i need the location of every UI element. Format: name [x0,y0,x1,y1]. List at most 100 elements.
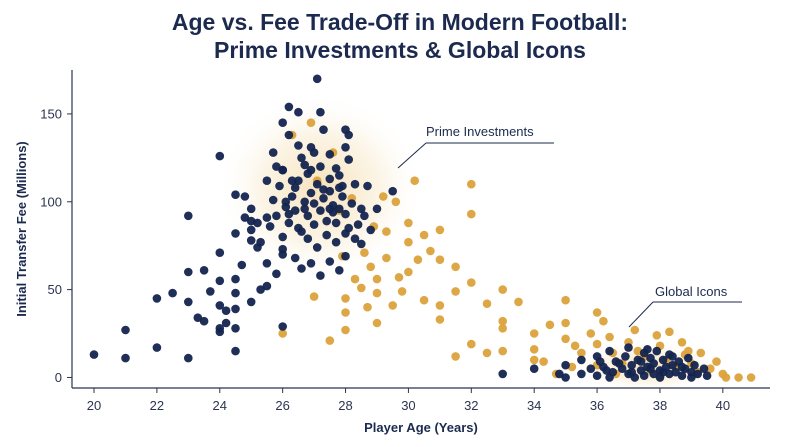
data-point [388,186,398,196]
data-point [721,373,731,382]
data-point [344,223,354,233]
data-point [706,364,715,374]
data-point [278,329,288,338]
data-point [570,341,580,351]
data-point [300,204,310,214]
data-point [614,359,624,368]
y-tick-label: 50 [48,282,62,297]
data-point [357,283,366,293]
data-point [231,288,240,298]
data-point [677,338,687,347]
data-point [231,304,240,314]
x-tick-label: 34 [527,398,541,413]
data-point [498,316,508,326]
data-point [246,236,256,245]
x-tick-label: 30 [401,398,415,413]
data-point [168,288,177,298]
data-point [278,165,288,175]
data-point [592,308,602,317]
data-point [316,271,325,280]
data-point [366,262,376,272]
data-point [561,318,570,328]
x-tick-label: 32 [464,398,478,413]
x-tick-label: 20 [87,398,101,413]
data-point [215,151,225,161]
data-point [278,232,288,242]
data-point [605,346,614,356]
data-point [246,204,256,214]
data-points [89,74,756,382]
data-point [184,211,193,221]
data-point [256,237,265,247]
data-point [435,315,445,324]
data-point [643,345,652,354]
data-point [404,218,413,228]
data-point [639,371,649,381]
annotation-leader-line [628,301,654,328]
data-point [221,306,231,316]
data-point [646,364,655,374]
data-point [231,324,240,333]
data-point [404,267,413,277]
y-tick-label: 100 [40,194,62,209]
data-point [382,227,391,236]
data-point [665,327,674,337]
data-point [360,248,369,257]
data-point [712,357,721,366]
data-point [668,352,677,361]
data-point [372,318,382,328]
axes: 20 22 24 26 28 30 32 34 36 38 40 0 50 100 150 [40,70,770,413]
data-point [529,329,539,338]
data-point [350,179,360,189]
data-point [331,164,341,173]
data-point [577,369,586,379]
data-point [278,244,288,254]
data-point [278,118,288,127]
data-point [184,297,193,307]
data-point [306,118,316,127]
data-point [272,269,281,279]
data-point [262,259,272,268]
data-point [498,285,508,294]
data-point [677,371,687,381]
data-point [482,348,492,358]
data-point [262,176,272,185]
data-point [328,201,338,210]
data-point [636,357,646,366]
data-point [677,362,687,372]
data-point [231,346,240,356]
chart-title-line-1: Age vs. Fee Trade-Off in Modern Football… [171,9,629,35]
data-point [529,355,539,365]
data-point [605,332,614,342]
data-point [577,355,586,365]
data-point [693,369,702,379]
annotation-leader-line [397,142,427,169]
data-point [746,373,756,382]
data-point [467,339,476,349]
data-point [312,74,322,84]
data-point [309,220,319,229]
data-point [592,339,602,349]
data-point [435,255,445,264]
data-point [684,346,693,356]
data-point [290,253,300,263]
data-point [303,234,313,243]
data-point [363,181,372,191]
data-point [595,357,605,366]
data-point [467,278,476,287]
data-point [309,292,319,301]
data-point [294,176,303,185]
data-point [671,367,680,377]
data-point [294,223,303,233]
data-point [696,348,706,358]
data-point [391,197,401,207]
data-point [658,367,668,377]
data-point [577,348,586,358]
data-point [404,237,413,247]
data-point [586,329,596,338]
chart-title: Age vs. Fee Trade-Off in Modern Football… [0,8,800,64]
data-point [325,257,335,266]
data-point [419,230,429,240]
data-point [215,324,225,333]
